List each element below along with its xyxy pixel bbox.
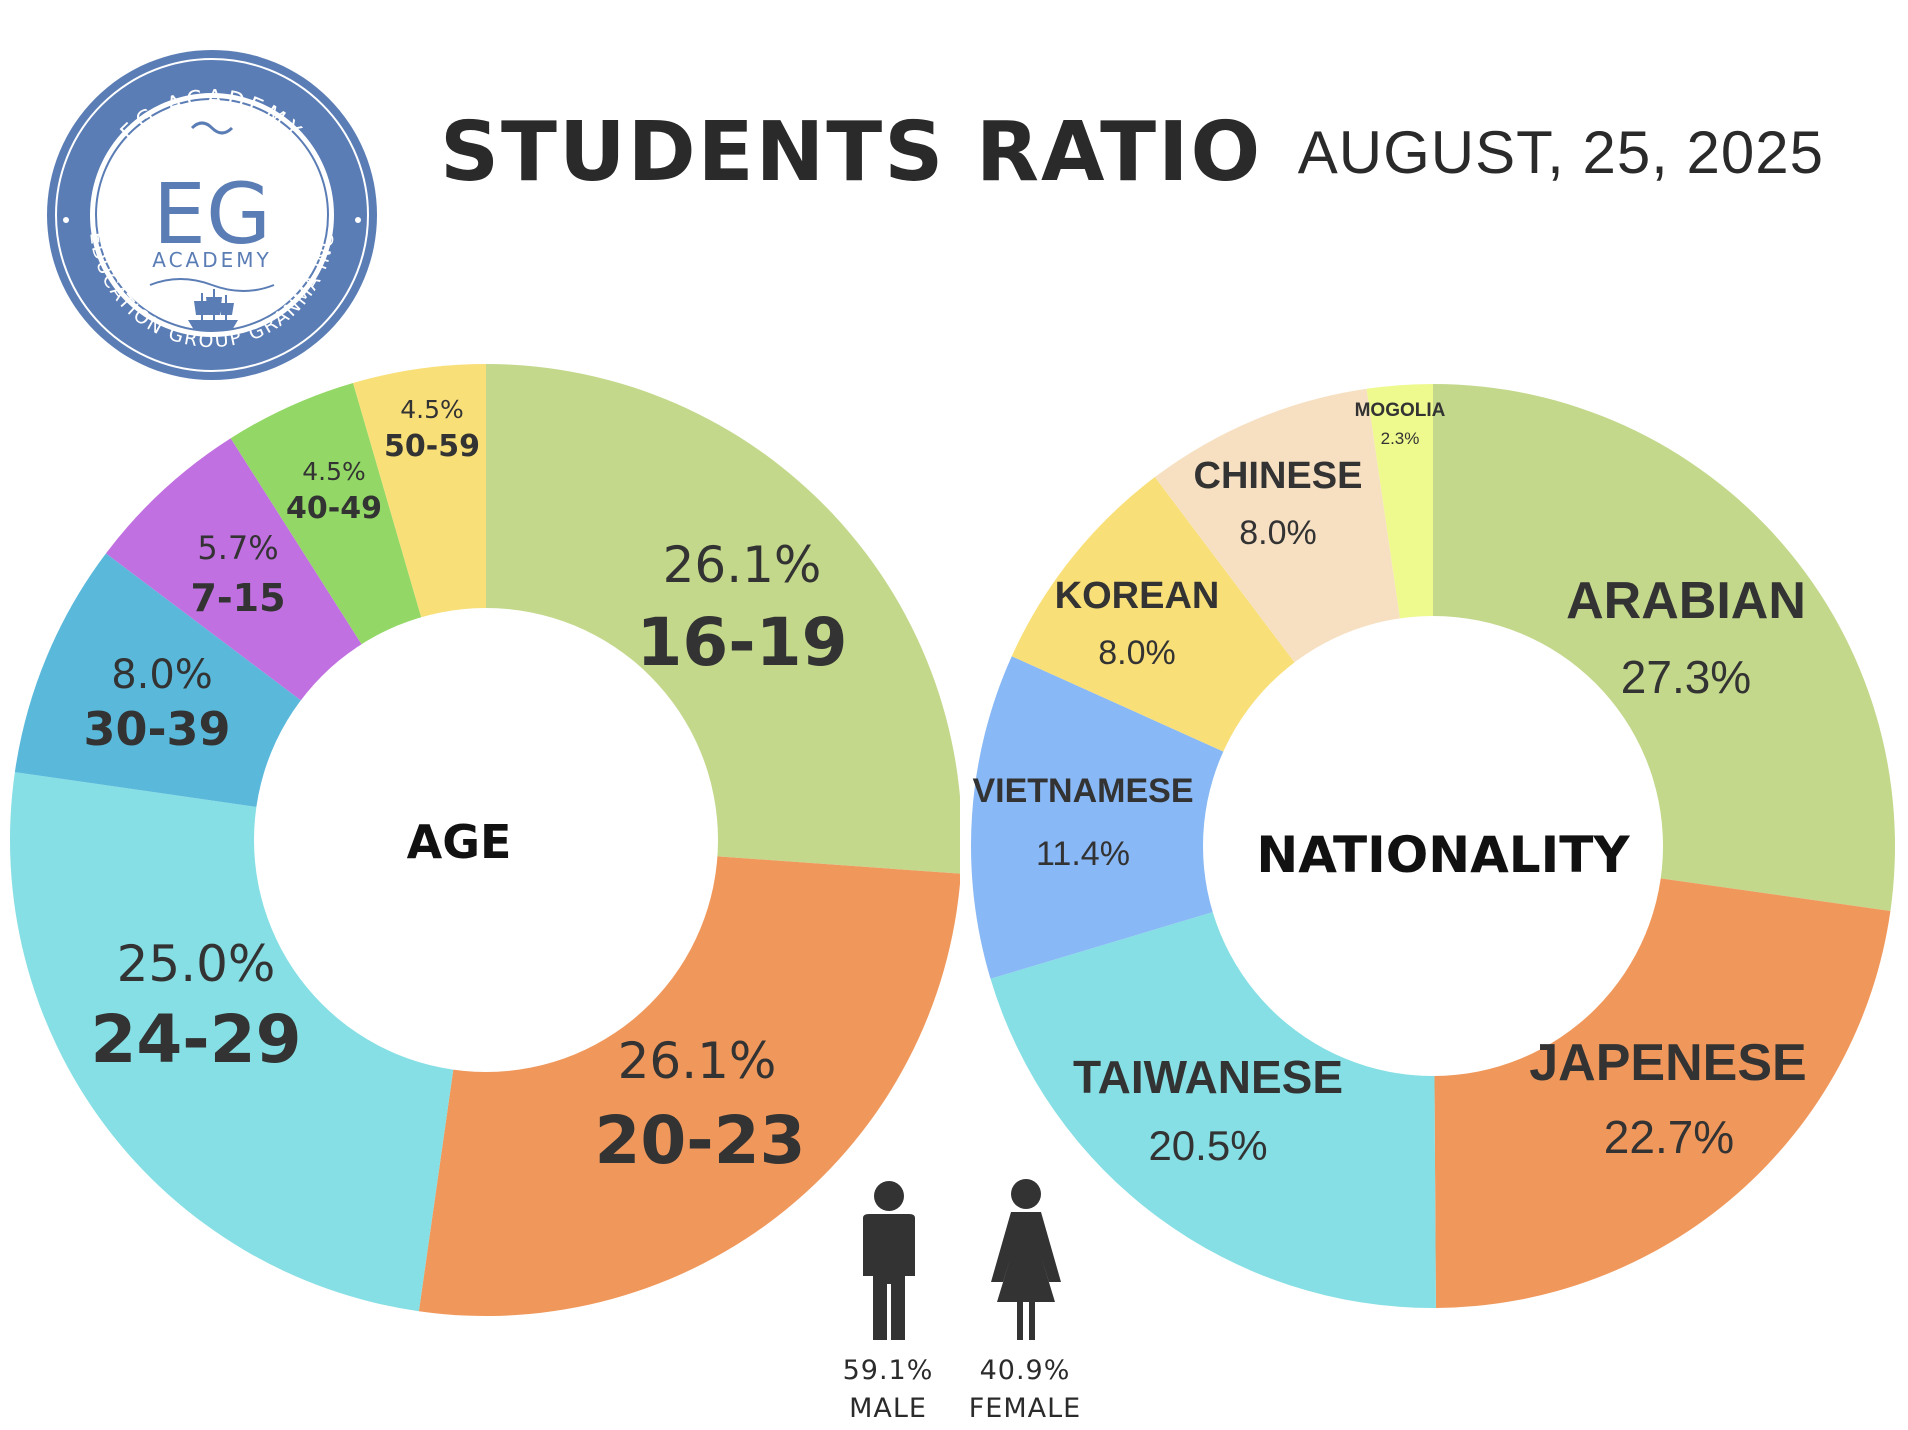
nationality-center-label: NATIONALITY [1256,826,1630,884]
age-slice-pct-24-29: 25.0% [117,935,276,993]
ship-icon [188,289,238,330]
page-title: STUDENTS RATIO [440,105,1263,200]
age-slice-pct-50-59: 4.5% [400,395,464,424]
male-label: MALE [849,1393,927,1424]
age-slice-pct-40-49: 4.5% [302,457,366,486]
age-slice-pct-20-23: 26.1% [618,1032,777,1090]
nat-slice-pct-korean: 8.0% [1098,634,1176,672]
male-stat: 59.1% MALE [838,1352,938,1428]
female-icon [991,1179,1061,1340]
nat-slice-label-japenese: JAPENESE [1529,1034,1806,1092]
age-donut-chart: AGE 26.1% 16-19 26.1% 20-23 25.0% 24-29 … [9,364,960,1316]
male-pct: 59.1% [842,1355,934,1386]
female-stat: 40.9% FEMALE [960,1352,1090,1428]
nationality-slice-vietnamese [971,656,1433,979]
nat-slice-label-chinese: CHINESE [1194,455,1363,497]
age-slice-label-7-15: 7-15 [190,576,285,620]
age-slice-label-20-23: 20-23 [594,1102,805,1179]
logo-subtitle: ACADEMY [152,248,272,272]
age-slice-pct-7-15: 5.7% [197,529,278,567]
nat-slice-pct-arabian: 27.3% [1621,651,1751,703]
nationality-donut-chart: NATIONALITY ARABIAN 27.3% JAPENESE 22.7%… [971,384,1895,1309]
logo-monogram: EG [153,165,271,263]
nat-slice-label-vietnamese: VIETNAMESE [972,772,1193,810]
age-slice-label-24-29: 24-29 [90,1001,301,1078]
age-slice-pct-30-39: 8.0% [111,652,213,698]
age-center-label: AGE [407,815,512,869]
nat-slice-pct-chinese: 8.0% [1239,514,1317,552]
nat-slice-label-taiwanese: TAIWANESE [1073,1051,1343,1103]
nat-slice-pct-japenese: 22.7% [1604,1111,1734,1163]
age-slice-label-40-49: 40-49 [286,491,382,526]
male-icon [863,1181,915,1340]
age-slice-label-16-19: 16-19 [636,604,847,681]
nationality-donut-hole [1203,616,1663,1076]
report-date: AUGUST, 25, 2025 [1297,119,1824,186]
female-label: FEMALE [968,1393,1082,1424]
age-slice-pct-16-19: 26.1% [663,536,822,594]
age-donut-hole [254,608,718,1072]
nat-slice-pct-taiwanese: 20.5% [1148,1122,1267,1169]
nat-slice-pct-mogolia: 2.3% [1381,429,1420,448]
nat-slice-pct-vietnamese: 11.4% [1036,835,1130,873]
female-pct: 40.9% [979,1355,1071,1386]
eg-academy-logo: EG ACADEMY EDUCATION GROUP GRANMA INC EG… [47,50,377,380]
age-slice-label-30-39: 30-39 [83,702,230,756]
nat-slice-label-arabian: ARABIAN [1566,572,1806,630]
nat-slice-label-mogolia: MOGOLIA [1355,400,1446,421]
age-slice-label-50-59: 50-59 [384,429,480,464]
nat-slice-label-korean: KOREAN [1055,575,1220,617]
